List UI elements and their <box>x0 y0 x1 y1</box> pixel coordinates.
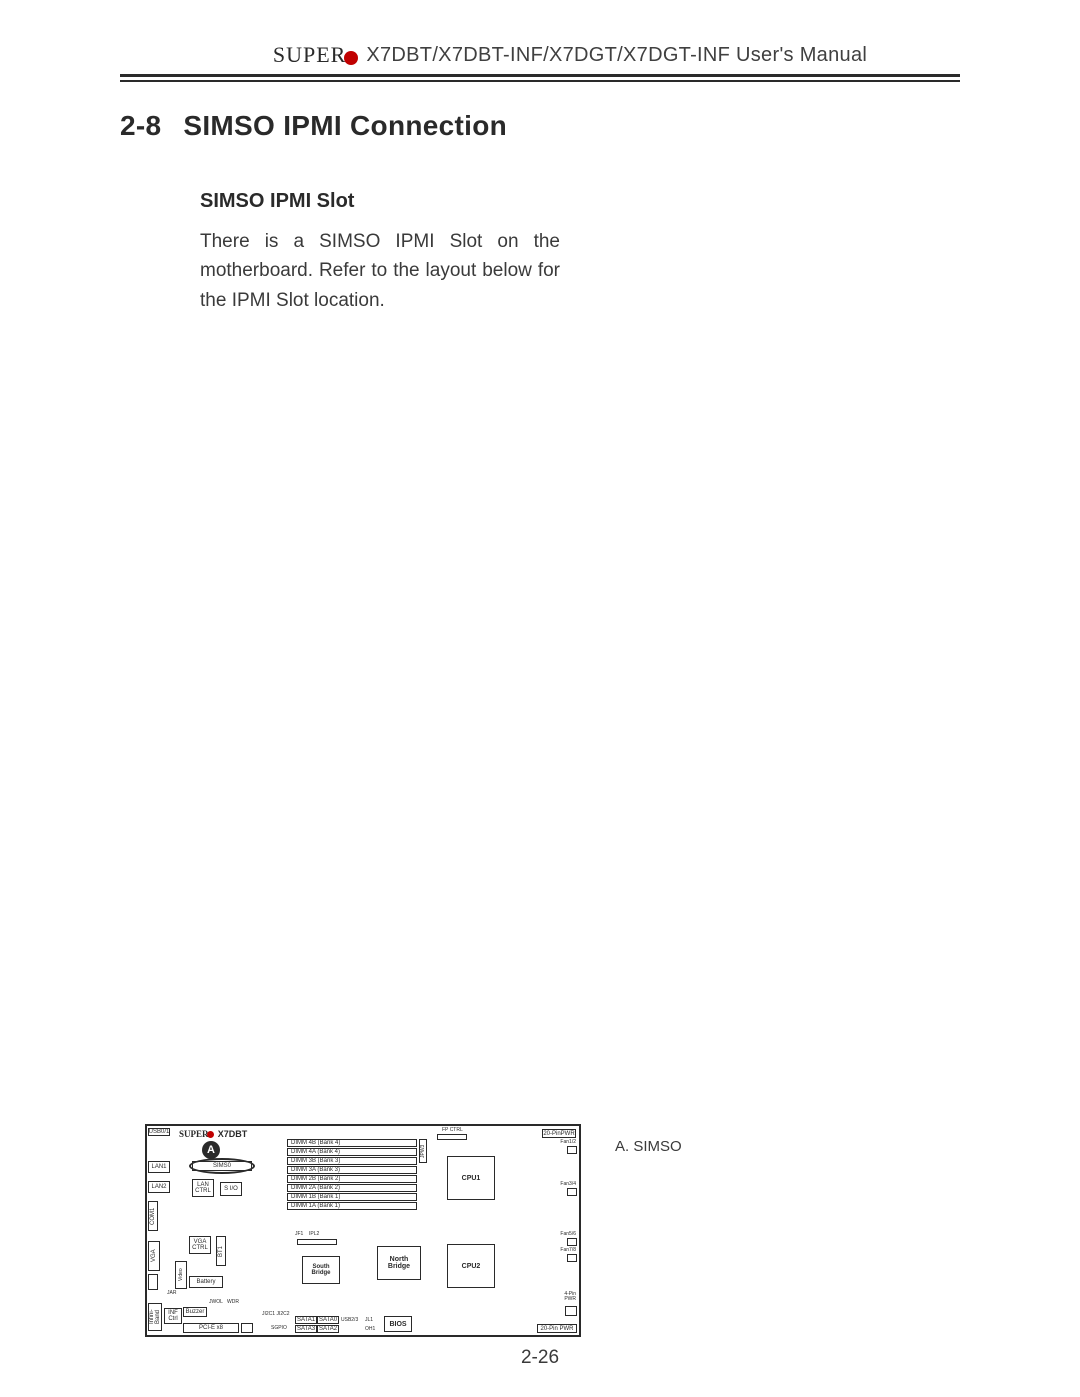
marker-a-icon: A <box>202 1141 220 1159</box>
section-number: 2-8 <box>120 110 161 142</box>
brand-logo: SUPER <box>273 42 358 68</box>
lan-ctrl-chip: LAN CTRL <box>192 1179 214 1197</box>
dimm-slot: DIMM 3A (Bank 3) <box>287 1166 417 1174</box>
fan1-header <box>567 1146 577 1154</box>
dimm-slots: DIMM 4B (Bank 4) DIMM 4A (Bank 4) DIMM 3… <box>287 1139 417 1210</box>
dimm-slot: DIMM 3B (Bank 3) <box>287 1157 417 1165</box>
jp7 <box>241 1323 253 1333</box>
header-divider-top <box>120 74 960 77</box>
board-brand: SUPER X7DBT <box>179 1129 247 1139</box>
lan2-port: LAN2 <box>148 1181 170 1193</box>
pwr20-header: 20-PinPWR <box>542 1129 576 1138</box>
section-title: 2-8 SIMSO IPMI Connection <box>120 110 960 142</box>
dimm-slot: DIMM 1A (Bank 1) <box>287 1202 417 1210</box>
section-name: SIMSO IPMI Connection <box>183 110 507 141</box>
jl1-label: JL1 <box>365 1318 373 1323</box>
brand-text: SUPER <box>273 42 346 67</box>
sio-chip: S I/O <box>220 1182 242 1196</box>
pwr20b-header: 20-Pin PWR <box>537 1324 577 1333</box>
sata0-port: SATA0 <box>317 1316 339 1324</box>
buzzer-chip: Buzzer <box>183 1307 207 1317</box>
cpu1-socket: CPU1 <box>447 1156 495 1200</box>
north-bridge-chip: North Bridge <box>377 1246 421 1280</box>
dimm-slot: DIMM 1B (Bank 1) <box>287 1193 417 1201</box>
vga-port: VGA <box>148 1241 160 1271</box>
infiniband-port: Infini- Band <box>148 1303 162 1331</box>
fan3-header <box>567 1188 577 1196</box>
fan5-label: Fan5/6 <box>560 1232 576 1237</box>
dimm-slot: DIMM 2B (Bank 2) <box>287 1175 417 1183</box>
page-header: SUPER X7DBT/X7DBT-INF/X7DGT/X7DGT-INF Us… <box>120 42 960 68</box>
pwr4-label: 4-Pin PWR <box>552 1292 576 1302</box>
video-chip: Video <box>175 1261 187 1289</box>
manual-title: X7DBT/X7DBT-INF/X7DGT/X7DGT-INF User's M… <box>366 44 867 67</box>
motherboard-diagram: SUPER X7DBT USB0/1 LAN1 LAN2 COM1 VGA In… <box>145 1124 581 1337</box>
bios-chip: BIOS <box>384 1316 412 1332</box>
lan1-port: LAN1 <box>148 1161 170 1173</box>
ji2c-label: JI2C1 JI2C2 <box>262 1312 290 1317</box>
jpw3-label: JPW3 <box>419 1139 427 1163</box>
bt1: BT1 <box>216 1236 226 1266</box>
simso-highlight-oval-icon <box>189 1158 255 1174</box>
sata3-port: SATA3 <box>295 1325 317 1333</box>
subsection-title: SIMSO IPMI Slot <box>200 190 960 213</box>
fan1-label: Fan1/2 <box>560 1140 576 1145</box>
subsection-body: There is a SIMSO IPMI Slot on the mother… <box>200 227 560 315</box>
motherboard-diagram-container: A. SIMSO SUPER X7DBT USB0/1 LAN1 LAN2 CO… <box>145 1124 715 1337</box>
jar-label: JAR <box>167 1291 176 1296</box>
battery-chip: Battery <box>189 1276 223 1288</box>
cpu2-socket: CPU2 <box>447 1244 495 1288</box>
page-number: 2-26 <box>0 1347 1080 1369</box>
brand-dot-icon <box>344 51 358 65</box>
jwor-label: WDR <box>227 1300 239 1305</box>
dimm-slot: DIMM 2A (Bank 2) <box>287 1184 417 1192</box>
usb01-port: USB0/1 <box>148 1128 170 1136</box>
page-container: SUPER X7DBT/X7DBT-INF/X7DGT/X7DGT-INF Us… <box>0 0 1080 1397</box>
dimm-slot: DIMM 4A (Bank 4) <box>287 1148 417 1156</box>
sata1-port: SATA1 <box>295 1316 317 1324</box>
header-divider-bottom <box>120 80 960 82</box>
brand-dot-icon <box>207 1131 214 1138</box>
usb23-label: USB2/3 <box>341 1318 358 1323</box>
pwr4-header <box>565 1306 577 1316</box>
dimm-slot: DIMM 4B (Bank 4) <box>287 1139 417 1147</box>
com1-port: COM1 <box>148 1201 158 1231</box>
oh1-label: OH1 <box>365 1327 375 1332</box>
fp-ctrl-header <box>437 1134 467 1140</box>
ipl2-box <box>297 1239 337 1245</box>
jwol-label: JWOL <box>209 1300 223 1305</box>
sata2-port: SATA2 <box>317 1325 339 1333</box>
inf-ctrl-chip: INF Ctrl <box>164 1308 182 1324</box>
jf1-label: JF1 <box>295 1232 303 1237</box>
jd1 <box>148 1274 158 1290</box>
fan7-label: Fan7/8 <box>560 1248 576 1253</box>
fan3-label: Fan3/4 <box>560 1182 576 1187</box>
fp-ctrl-label: FP CTRL <box>442 1128 463 1133</box>
diagram-legend: A. SIMSO <box>615 1138 682 1155</box>
sgpio-label: SGPIO <box>271 1326 287 1331</box>
vga-ctrl-chip: VGA CTRL <box>189 1236 211 1254</box>
fan5-header <box>567 1238 577 1246</box>
pcie-slot: PCI-E x8 <box>183 1323 239 1333</box>
fan7-header <box>567 1254 577 1262</box>
south-bridge-chip: South Bridge <box>302 1256 340 1284</box>
ipl2-label: IPL2 <box>309 1232 319 1237</box>
